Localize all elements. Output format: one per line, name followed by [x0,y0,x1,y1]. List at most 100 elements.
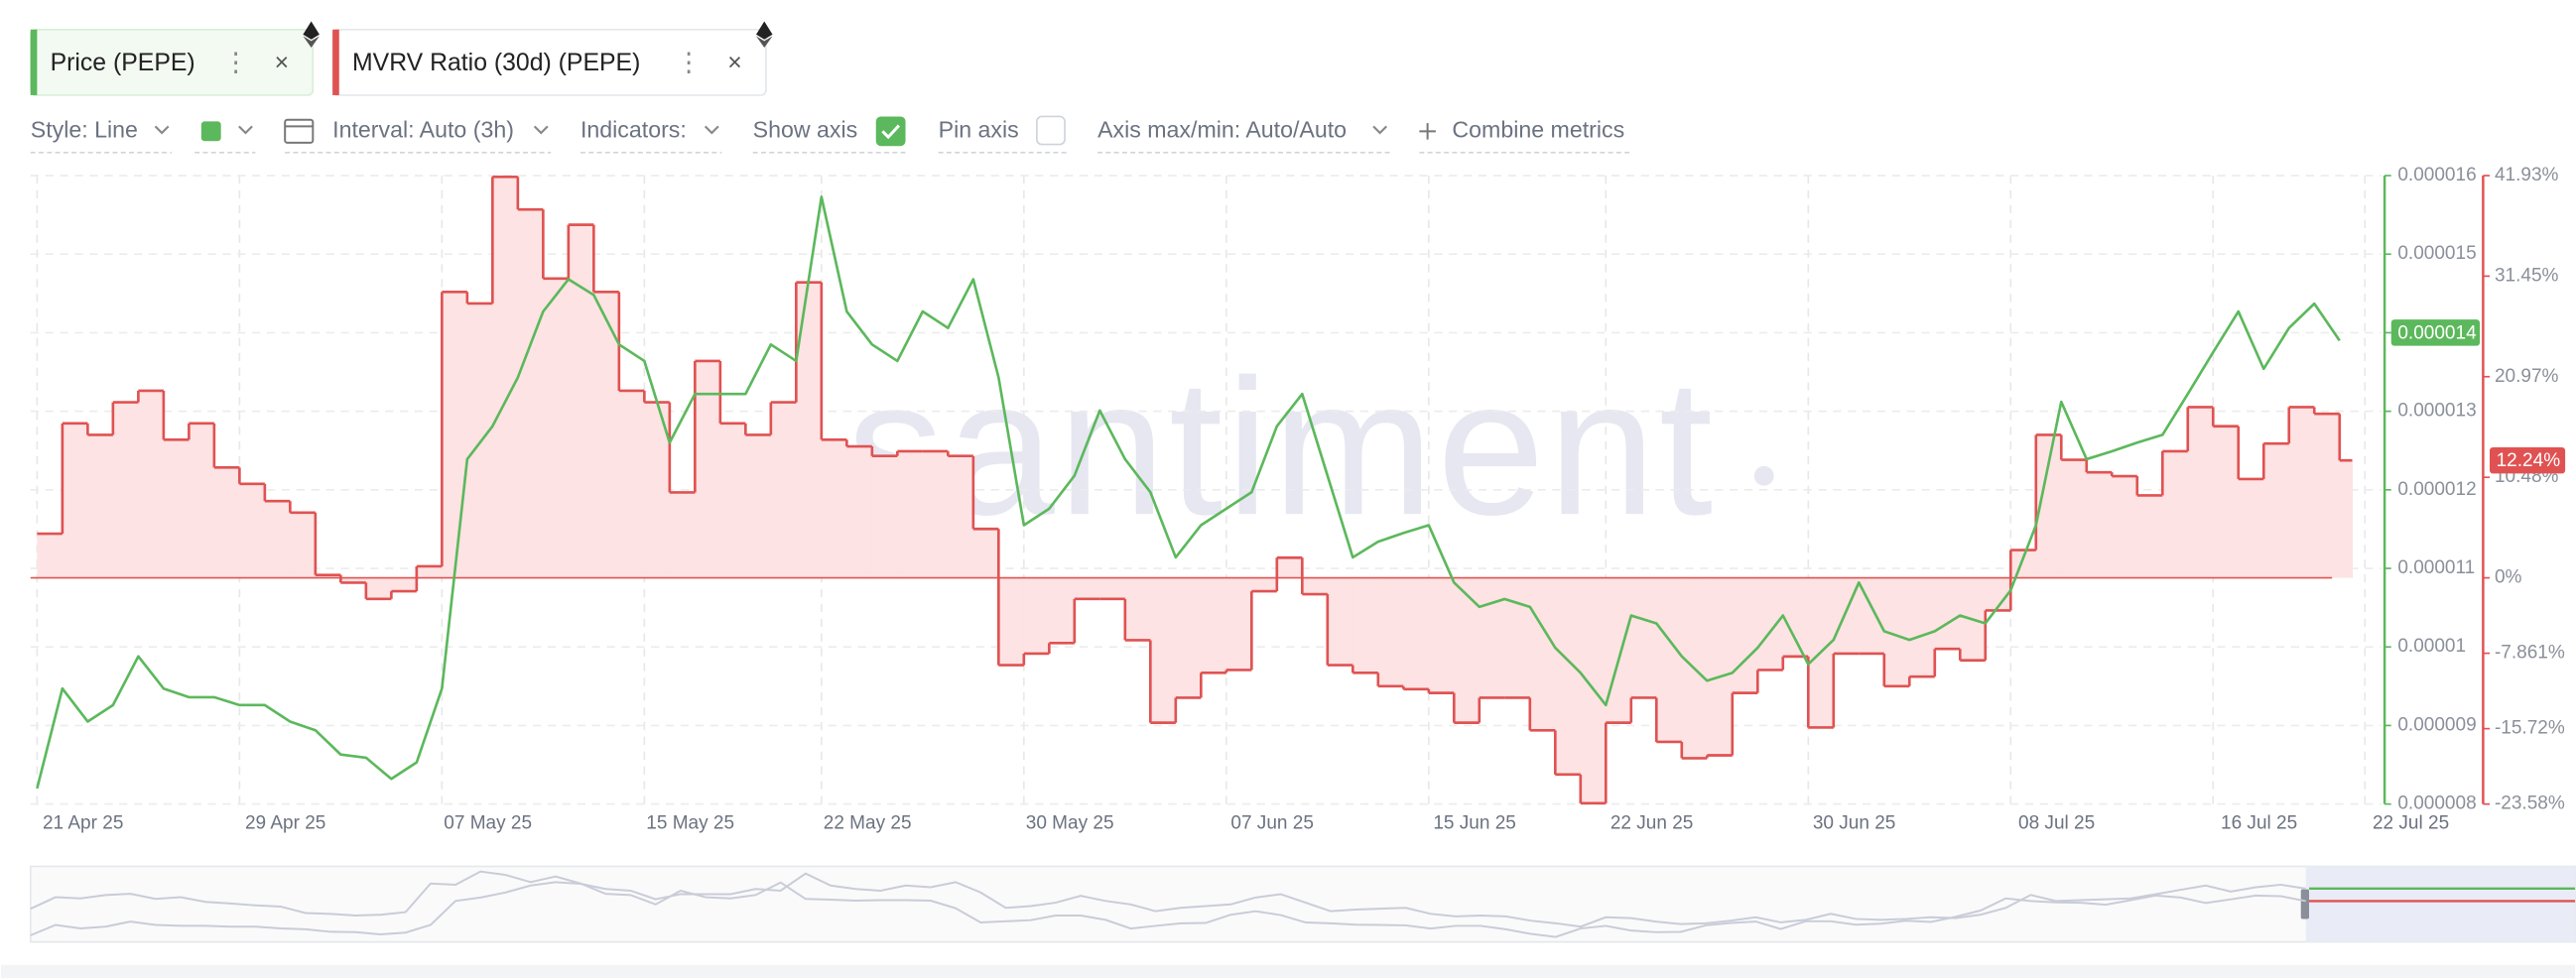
area-segment [1049,577,1076,644]
area-segment [948,455,974,578]
watermark-dot [1753,465,1774,486]
area-segment [1757,577,1784,671]
area-segment [745,434,772,578]
area-segment [163,439,190,578]
area-segment [1201,577,1227,673]
calendar-icon [284,118,315,144]
close-icon[interactable]: × [275,50,289,76]
area-segment [1606,577,1632,723]
tab-mvrv[interactable]: MVRV Ratio (30d) (PEPE) ⋮ × [331,21,773,96]
area-segment [922,450,949,578]
area-segment [264,501,291,578]
navigator-handle[interactable] [2300,889,2310,919]
indicators-dropdown[interactable]: Indicators: [580,116,687,142]
pin-axis-checkbox[interactable] [1036,115,1066,146]
y-tick-label: 0.000012 [2397,479,2476,500]
area-segment [593,292,620,578]
area-segment [62,423,88,578]
area-segment [2162,450,2189,578]
area-segment [391,577,418,592]
area-segment [1504,577,1531,698]
area-segment [213,467,240,578]
y-tick-label: 0.000008 [2397,794,2476,814]
combine-metrics-button[interactable]: Combine metrics [1452,116,1624,142]
y-tick-label: 0.00001 [2397,636,2466,657]
area-segment [998,577,1025,666]
area-segment [138,390,165,578]
navigator-line [30,872,2306,936]
area-segment [1630,577,1657,698]
show-axis-checkbox[interactable] [875,116,906,147]
y-tick-label: 0.000011 [2397,557,2475,578]
latest-badge-label: 12.24% [2497,450,2561,471]
x-tick-label: 29 Apr 25 [245,813,325,834]
area-segment [1529,577,1556,731]
axis-minmax-dropdown[interactable]: Axis max/min: Auto/Auto [1097,116,1347,142]
navigator-line [30,870,2306,938]
area-segment [2288,407,2315,578]
y-tick-label: 0.000009 [2397,714,2476,735]
area-segment [669,492,696,578]
area-segment [2263,443,2290,578]
eth-icon [755,21,773,40]
area-segment [2238,478,2264,578]
color-picker[interactable] [200,121,221,142]
plot: 21 Apr 25 29 Apr 25 07 May 25 15 May 25 22 M… [30,165,2566,834]
area-segment [897,450,924,578]
x-tick-label: 15 May 25 [646,813,734,834]
area-segment [1023,577,1050,654]
area-segment [2061,459,2088,578]
latest-badge [2489,446,2566,474]
interval-dropdown[interactable]: Interval: Auto (3h) [332,116,514,142]
area-segment [1656,577,1683,742]
area-segment [618,390,645,578]
tab-price[interactable]: Price (PEPE) ⋮ × [29,21,320,96]
latest-badge [2390,319,2481,346]
area-segment [1732,577,1758,693]
area-segment [2187,407,2214,578]
area-segment [871,455,898,578]
area-segment [1124,577,1151,641]
area-segment [719,423,746,578]
area-segment [1327,577,1353,666]
style-dropdown[interactable]: Style: Line [31,116,138,142]
y2-tick-label: 31.45% [2495,265,2559,286]
area-segment [1352,577,1379,673]
area-segment [365,577,392,599]
chevron [704,125,719,135]
area-segment [1099,577,1126,599]
latest-badge-label: 0.000014 [2397,322,2477,343]
area-segment [770,402,797,578]
menu-icon[interactable]: ⋮ [222,48,248,77]
area-segment [1175,577,1202,698]
area-segment [1276,557,1303,578]
x-tick-label: 22 May 25 [824,813,912,834]
area-segment [2339,460,2354,578]
toolbar: Style: Line Interval: Auto (3h) Indicato… [31,115,1630,154]
area-segment [442,292,468,578]
checkmark [881,124,901,140]
area-segment [568,224,594,578]
menu-icon[interactable]: ⋮ [676,48,702,77]
area-segment [1555,577,1582,775]
navigator[interactable] [29,865,2576,943]
tab-accent [30,29,38,95]
y2-tick-label: -23.58% [2495,794,2565,814]
area-segment [846,446,873,578]
x-tick-label: 16 Jul 25 [2221,813,2297,834]
area-segment [1782,577,1809,657]
y-tick-label: 0.000015 [2397,243,2476,264]
x-tick-label: 15 Jun 25 [1433,813,1516,834]
area-segment [112,402,139,578]
area-segment [1934,577,1961,650]
chevron [533,125,549,135]
x-tick-label: 22 Jul 25 [2373,813,2449,834]
close-icon[interactable]: × [727,50,741,76]
area-segment [972,529,999,578]
area-segment [1302,577,1329,595]
navigator-selection[interactable] [2305,866,2576,942]
x-tick-label: 30 Jun 25 [1813,813,1896,834]
area-segment [37,534,64,578]
area-segment [2112,476,2138,578]
